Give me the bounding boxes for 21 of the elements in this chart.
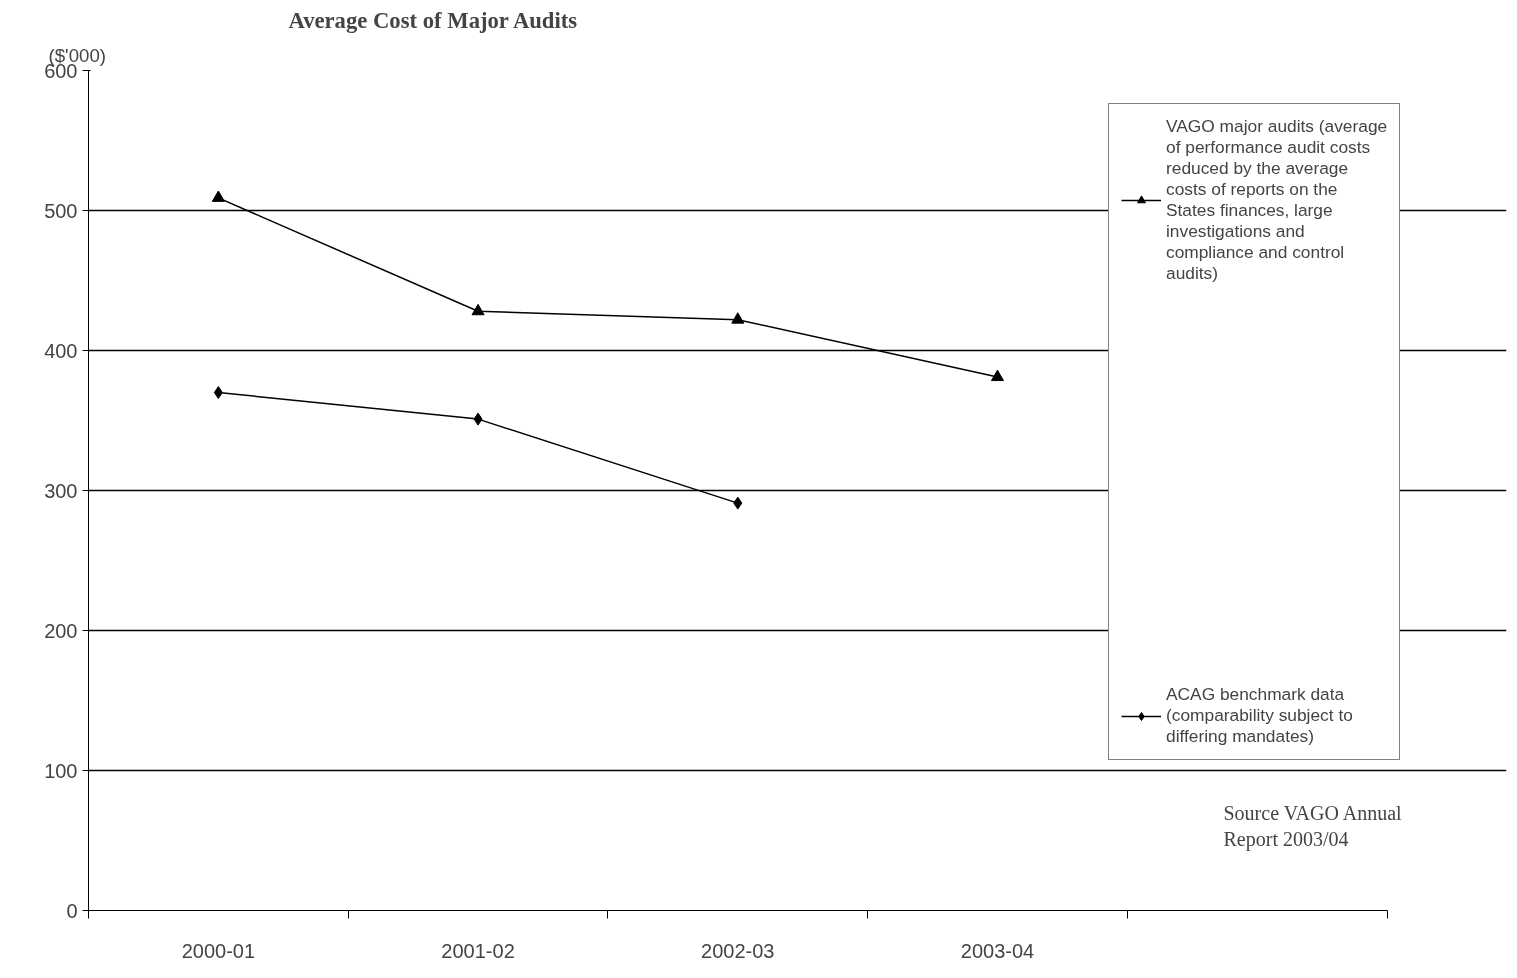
x-tick-label: 2002-03 [701, 939, 775, 962]
point [213, 386, 223, 399]
x-tick-label: 2003-04 [960, 939, 1035, 962]
legend-label: VAGO major audits (average of performance audit costs reduced by the average costs of reports on the States finances, large investigations and compliance and control audits) [1166, 116, 1388, 284]
y-tick-label: 500 [44, 199, 78, 222]
point [211, 190, 225, 202]
annotation: Source VAGO Annual Report 2003/04 [1223, 802, 1403, 852]
x-tick-label: 2001-02 [441, 939, 515, 962]
x-tick-label: 2000-01 [181, 939, 256, 962]
y-tick-label: 400 [44, 339, 78, 362]
y-tick-label: 0 [66, 899, 78, 922]
y-tick-label: 300 [44, 479, 78, 502]
point [731, 312, 745, 324]
legend-label: ACAG benchmark data (comparability subject to differing mandates) [1166, 684, 1353, 747]
y-tick-label: 200 [44, 619, 78, 642]
point [733, 496, 743, 510]
point [471, 303, 485, 316]
point [990, 369, 1004, 382]
chart-title: Average Cost of Major Audits [288, 7, 578, 33]
point [473, 412, 483, 426]
y-tick-label: 100 [44, 759, 78, 782]
